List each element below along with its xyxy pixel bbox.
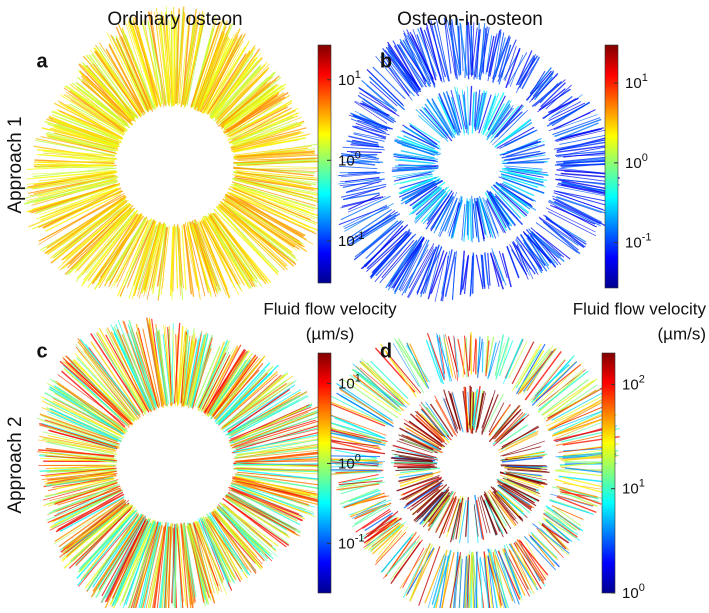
canal-line (484, 253, 488, 285)
tick-exponent: 0 (642, 152, 648, 164)
colorbar (318, 45, 331, 283)
canal-line (506, 433, 538, 449)
panel-label: a (36, 50, 48, 72)
tick-base: 10 (622, 376, 639, 393)
row-label: Approach 1 (5, 116, 26, 213)
tick-exponent: 0 (355, 149, 361, 161)
canal-line (470, 86, 472, 126)
canal-line (476, 551, 477, 608)
canal-line (78, 514, 137, 585)
colorbar-title: Fluid flow velocity (573, 299, 707, 318)
canal-line (442, 251, 450, 294)
tick-base: 10 (338, 535, 355, 552)
canal-line (470, 198, 471, 240)
tick-base: 10 (622, 481, 639, 498)
canal-line (235, 165, 319, 168)
tick-exponent: -1 (642, 232, 652, 244)
colorbar-tick-label: 100 (338, 149, 361, 169)
canal-line (495, 343, 505, 375)
canal-line (476, 340, 477, 375)
canal-line (506, 339, 523, 379)
tick-exponent: 2 (639, 373, 645, 385)
tick-base: 10 (625, 235, 642, 252)
column-title: Ordinary osteon (107, 9, 242, 30)
tick-base: 10 (338, 72, 355, 89)
tick-exponent: 1 (355, 69, 361, 81)
canal-line (353, 364, 400, 408)
colorbar-tick-label: 100 (622, 582, 645, 602)
tick-base: 10 (338, 233, 355, 250)
canal-line (352, 494, 383, 506)
colorbar-title: Fluid flow velocity (263, 299, 397, 318)
panel-label: b (380, 50, 392, 72)
colorbar-tick-label: 102 (622, 373, 645, 393)
tick-exponent: -1 (355, 532, 365, 544)
colorbar-tick-label: 10-1 (338, 230, 364, 250)
canal-line (352, 504, 386, 518)
colorbar (318, 353, 331, 593)
colorbar-tick-label: 101 (338, 69, 361, 89)
panel-label: d (380, 340, 392, 362)
canal-line (467, 201, 468, 235)
canal-line (559, 476, 603, 481)
tick-exponent: 0 (355, 452, 361, 464)
canal-line (452, 197, 462, 237)
canal-line (546, 219, 587, 245)
tick-exponent: 0 (639, 582, 645, 594)
panel-label: c (36, 340, 47, 362)
tick-base: 10 (338, 375, 355, 392)
colorbar-tick-label: 10-1 (338, 532, 364, 552)
canal-line (555, 164, 611, 165)
colorbar (605, 45, 618, 288)
colorbar-title: (µm/s) (657, 324, 706, 343)
colorbar-tick-label: 101 (622, 478, 645, 498)
canal-line (343, 147, 385, 150)
colorbar-title: (µm/s) (306, 324, 355, 343)
canal-line (358, 95, 388, 116)
canal-line (482, 342, 483, 373)
tick-base: 10 (625, 155, 642, 172)
tick-base: 10 (338, 152, 355, 169)
colorbar-tick-label: 101 (625, 72, 648, 92)
colorbar-tick-label: 100 (625, 152, 648, 172)
tick-exponent: 1 (355, 372, 361, 384)
canal-line (406, 345, 429, 382)
canal-line (532, 72, 554, 100)
row-label: Approach 2 (5, 416, 26, 513)
canal-line (331, 404, 385, 426)
colorbar-tick-label: 10-1 (625, 232, 651, 252)
colorbar (602, 353, 615, 593)
canal-line (468, 500, 469, 543)
column-title: Osteon-in-osteon (397, 9, 543, 30)
tick-base: 10 (625, 75, 642, 92)
tick-exponent: -1 (355, 230, 365, 242)
canal-line (406, 544, 430, 596)
tick-exponent: 1 (642, 72, 648, 84)
tick-exponent: 1 (639, 478, 645, 490)
canal-line (503, 253, 512, 287)
canal-line (49, 467, 112, 469)
canal-line (360, 103, 389, 115)
canal-line (410, 548, 434, 601)
tick-base: 10 (622, 585, 639, 602)
tick-base: 10 (338, 455, 355, 472)
